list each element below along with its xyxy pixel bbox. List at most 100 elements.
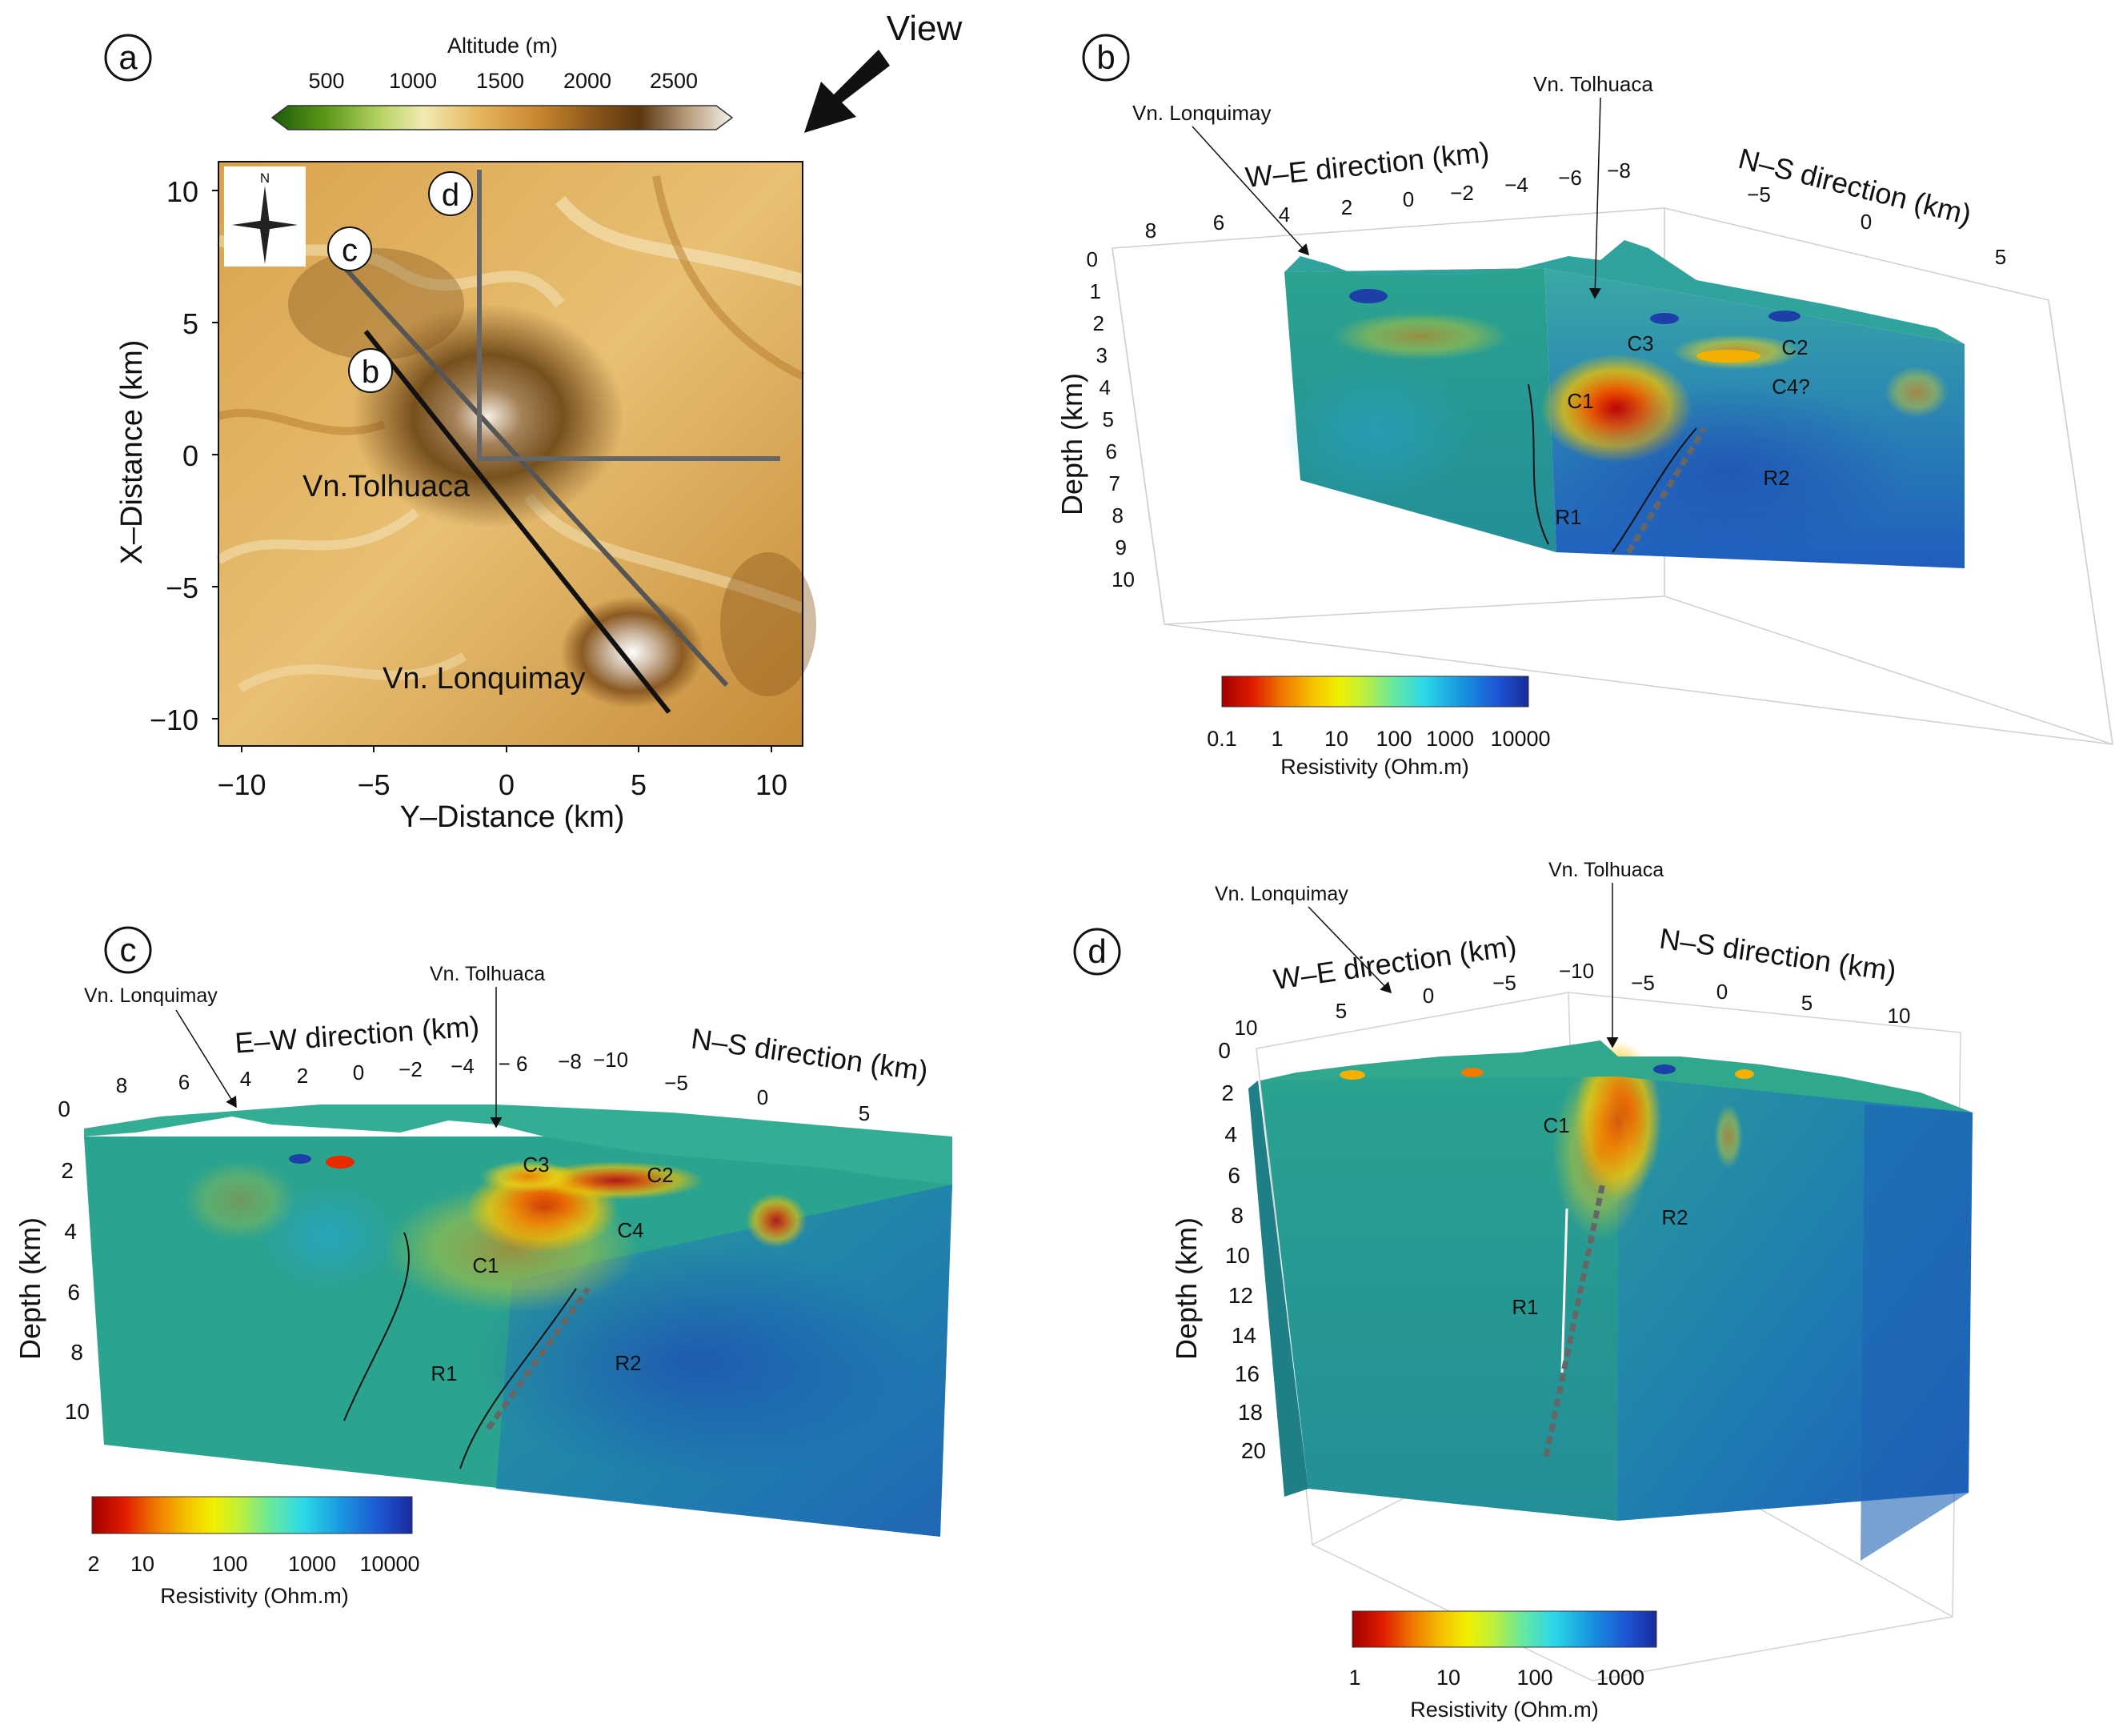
map-y-tick: −10	[150, 704, 198, 736]
axis-ns-title: N–S direction (km)	[1657, 922, 1898, 988]
colorbar-tick: 1	[1271, 727, 1283, 751]
colorbar-tick: 10	[1324, 727, 1348, 751]
callout-lonquimay: Vn. Lonquimay	[1132, 101, 1271, 125]
depth-tick: 10	[1112, 567, 1135, 591]
panel-b-top-surface	[1284, 240, 1965, 344]
profile-line-c	[335, 258, 729, 688]
axis-ns-tick: 10	[1888, 1004, 1911, 1028]
callout-lonquimay: Vn. Lonquimay	[84, 984, 218, 1007]
panel-c-colorbar	[91, 1496, 413, 1534]
callout-lonquimay: Vn. Lonquimay	[1215, 883, 1348, 905]
colorbar-tick: 10	[130, 1552, 154, 1576]
feature-label: C1	[472, 1253, 499, 1277]
axis-we-tick: 8	[1145, 219, 1156, 243]
axis-ew-tick: −4	[451, 1054, 475, 1078]
axis-we-title: W–E direction (km)	[1272, 929, 1519, 996]
panel-a-label: a	[118, 38, 138, 76]
depth-tick: 2	[1093, 311, 1104, 335]
panel-d-left-face	[1260, 1056, 1618, 1521]
volcano-label-tolhuaca: Vn.Tolhuaca	[302, 470, 471, 503]
panel-c-label: c	[120, 931, 137, 968]
panel-c: c C3 C2 C4 C1 R1 R2 Vn. Lonquimay Vn. To…	[14, 926, 952, 1608]
depth-tick: 10	[1225, 1243, 1250, 1268]
axis-ns-tick: 5	[1995, 245, 2006, 269]
axis-we-tick: −10	[1559, 959, 1594, 983]
axis-ew-tick: − 6	[499, 1052, 528, 1076]
view-label: View	[887, 9, 963, 48]
callout-tolhuaca: Vn. Tolhuaca	[1533, 72, 1653, 96]
panel-a-badge	[104, 34, 152, 82]
colorbar-tick: 100	[1376, 727, 1412, 751]
map-y-tick: 10	[166, 175, 198, 208]
altitude-tick: 2500	[650, 69, 698, 93]
profile-marker-d	[428, 171, 473, 216]
feature-label: C3	[1627, 331, 1653, 355]
depth-tick: 14	[1232, 1323, 1256, 1348]
feature-label: C1	[1543, 1113, 1569, 1137]
depth-tick: 20	[1241, 1438, 1266, 1463]
panel-b-fault-line	[1528, 383, 1549, 545]
axis-ew-tick: 4	[240, 1067, 251, 1091]
feature-label: C3	[523, 1153, 549, 1177]
colorbar-title: Resistivity (Ohm.m)	[160, 1584, 349, 1608]
map-x-axis-ticks	[241, 746, 772, 752]
feature-label: C4?	[1772, 375, 1810, 399]
depth-tick: 3	[1096, 343, 1108, 367]
colorbar-tick: 10	[1436, 1666, 1460, 1690]
panel-b-badge	[1082, 34, 1130, 82]
volcano-label-lonquimay: Vn. Lonquimay	[383, 662, 586, 696]
map-y-tick: 0	[182, 439, 198, 472]
colorbar-tick: 1	[1348, 1666, 1360, 1690]
colorbar-tick: 1000	[1596, 1666, 1644, 1690]
profile-label: c	[342, 233, 358, 268]
colorbar-tick: 10000	[1490, 727, 1550, 751]
feature-label: R1	[431, 1361, 457, 1385]
profile-marker-c	[327, 227, 372, 271]
feature-label: R2	[615, 1351, 641, 1375]
depth-axis-title: Depth (km)	[1055, 373, 1088, 515]
feature-label: C2	[647, 1163, 673, 1187]
profile-line-b	[363, 330, 671, 714]
axis-ns-tick: 0	[757, 1085, 768, 1109]
map-y-tick: 5	[182, 307, 198, 340]
map-x-tick: −10	[217, 768, 266, 801]
depth-tick: 12	[1228, 1283, 1253, 1308]
feature-label: C4	[617, 1218, 643, 1242]
axis-ns-title: N–S direction (km)	[1735, 142, 1974, 231]
altitude-colorbar-title: Altitude (m)	[447, 34, 558, 58]
depth-tick: 8	[1231, 1203, 1244, 1228]
feature-label: C2	[1781, 335, 1808, 359]
profile-marker-b	[348, 348, 393, 393]
panel-c-fault-line	[459, 1288, 577, 1469]
axis-ns-tick: 0	[1861, 210, 1872, 234]
depth-axis-title: Depth (km)	[14, 1217, 46, 1360]
panel-d-dashed-fault	[1543, 1182, 1606, 1457]
axis-we-tick: 0	[1423, 984, 1434, 1008]
view-arrow	[804, 50, 890, 133]
panel-b: b C3 C2 C1 C4? R2 R1	[1055, 34, 2113, 779]
axis-we-tick: −8	[1607, 158, 1631, 182]
map-x-tick: 5	[631, 768, 647, 801]
panel-c-badge	[104, 926, 152, 974]
depth-tick: 2	[1221, 1080, 1234, 1105]
axis-ew-title: E–W direction (km)	[234, 1009, 480, 1059]
dem-map: N	[215, 162, 816, 746]
colorbar-tick: 1000	[288, 1552, 336, 1576]
colorbar-tick: 2	[87, 1552, 99, 1576]
axis-ew-tick: 6	[178, 1070, 190, 1094]
axis-ns-tick: 0	[1716, 980, 1728, 1004]
depth-tick: 0	[1087, 247, 1098, 271]
panel-b-fault-line	[1612, 427, 1697, 553]
altitude-tick: 1000	[389, 69, 437, 93]
axis-we-tick: 5	[1336, 999, 1347, 1023]
depth-tick: 4	[1100, 375, 1111, 399]
profile-line-d	[477, 170, 780, 461]
map-y-axis-title: X–Distance (km)	[115, 340, 149, 565]
panel-c-fault-line	[343, 1232, 410, 1421]
profile-label: d	[442, 178, 459, 213]
axis-we-tick: −4	[1504, 173, 1528, 197]
panel-b-grid	[1112, 207, 2113, 745]
axis-we-tick: −2	[1450, 181, 1474, 205]
axis-ew-tick: −2	[399, 1057, 423, 1081]
